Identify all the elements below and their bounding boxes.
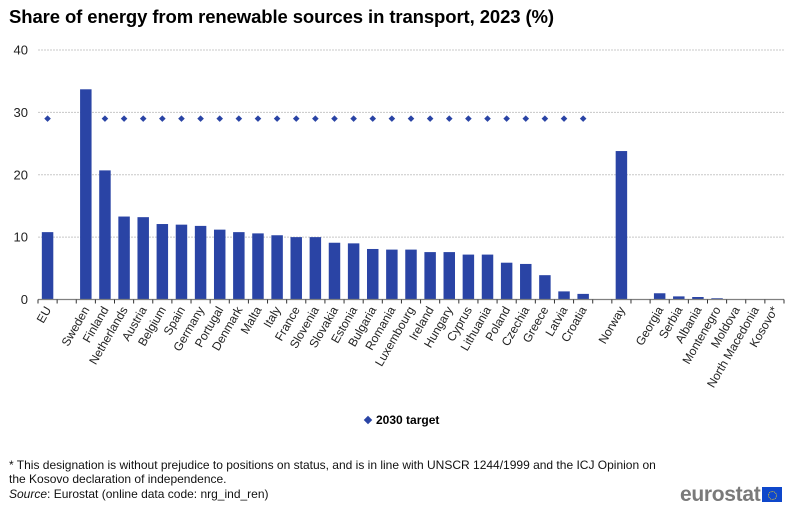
- y-tick-label: 30: [14, 105, 28, 120]
- bars: [41, 89, 723, 300]
- x-tick-label: EU: [34, 304, 54, 325]
- bar: [539, 275, 551, 300]
- target-marker: [426, 115, 434, 122]
- bar: [328, 242, 341, 300]
- bar: [309, 237, 322, 300]
- target-marker: [273, 115, 281, 122]
- bar: [692, 297, 704, 300]
- bar: [481, 254, 494, 300]
- legend: 2030 target: [363, 413, 440, 427]
- target-marker: [197, 115, 204, 122]
- bar: [137, 217, 149, 300]
- y-tick-label: 0: [21, 292, 28, 307]
- bar: [271, 235, 283, 300]
- bar: [80, 89, 92, 300]
- bar: [118, 216, 130, 300]
- bar: [99, 170, 111, 300]
- bar: [577, 293, 589, 300]
- target-marker: [292, 115, 300, 122]
- target-marker: [445, 115, 453, 122]
- source-note: Source: Eurostat (online data code: nrg_…: [9, 487, 269, 501]
- bar: [424, 252, 436, 300]
- target-marker: [369, 115, 377, 122]
- bar: [213, 229, 226, 300]
- bar-chart: 0 10 20 30 40 EU SwedenFinlandNetherlandsAust…: [14, 43, 785, 390]
- bar: [347, 243, 360, 300]
- bar: [653, 293, 666, 300]
- y-tick-label: 40: [14, 43, 28, 58]
- footnote: * This designation is without prejudice …: [9, 458, 656, 486]
- source-label: Source: [9, 487, 48, 501]
- bar: [252, 233, 264, 300]
- eurostat-logo: eurostat: [680, 483, 783, 506]
- target-marker: [407, 115, 415, 122]
- target-marker: [350, 115, 357, 122]
- target-marker: [178, 115, 185, 122]
- target-marker: [216, 115, 224, 122]
- bar: [443, 252, 455, 300]
- target-marker: [254, 115, 262, 122]
- legend-label: 2030 target: [376, 413, 440, 427]
- bar: [558, 291, 570, 300]
- bar: [175, 224, 188, 300]
- bar: [405, 249, 417, 300]
- bar: [290, 237, 302, 300]
- source-text: : Eurostat (online data code: nrg_ind_re…: [47, 487, 269, 501]
- gridlines: [38, 49, 784, 238]
- bar: [194, 225, 207, 300]
- y-tick-label: 10: [14, 230, 28, 245]
- bar: [673, 296, 685, 300]
- diamond-marker-icon: [363, 415, 373, 425]
- bar: [233, 232, 245, 300]
- target-marker: [331, 115, 338, 122]
- bar: [520, 263, 532, 300]
- y-axis: 0 10 20 30 40: [14, 43, 28, 308]
- target-marker: [541, 115, 549, 122]
- bar: [615, 151, 628, 300]
- bar: [41, 232, 54, 300]
- eu-flag-icon: [762, 487, 783, 502]
- target-marker: [44, 115, 51, 122]
- bar: [156, 224, 169, 300]
- chart-title: Share of energy from renewable sources i…: [9, 6, 554, 27]
- x-tick-label: Norway: [596, 304, 628, 346]
- target-marker: [579, 115, 587, 122]
- target-marker: [560, 115, 568, 122]
- y-tick-label: 20: [14, 167, 28, 182]
- target-marker: [235, 115, 243, 122]
- bar: [367, 248, 379, 300]
- target-marker: [159, 115, 166, 122]
- bar: [462, 254, 475, 300]
- target-marker: [120, 115, 128, 122]
- logo-text: eurostat: [680, 483, 761, 506]
- target-marker: [101, 115, 109, 122]
- target-marker: [484, 115, 491, 122]
- target-marker: [388, 115, 396, 122]
- x-axis: EU SwedenFinlandNetherlandsAustriaBelgium…: [34, 298, 785, 390]
- target-marker: [503, 115, 510, 122]
- target-marker: [522, 115, 530, 122]
- bar: [711, 298, 723, 300]
- bar: [500, 262, 513, 300]
- bar: [386, 249, 398, 300]
- x-tick-label: Malta: [238, 304, 265, 337]
- target-marker: [312, 115, 319, 122]
- target-marker: [465, 115, 472, 122]
- target-marker: [139, 115, 147, 122]
- target-markers: [44, 115, 587, 122]
